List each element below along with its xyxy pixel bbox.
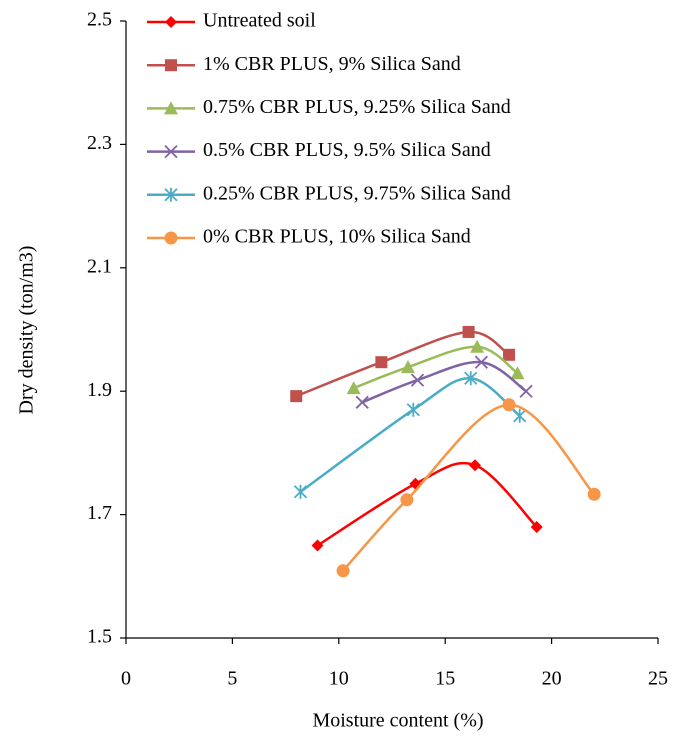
marker (502, 398, 516, 412)
marker (311, 539, 324, 552)
x-tick-label: 5 (227, 668, 237, 690)
series-line (353, 345, 519, 390)
marker (400, 493, 414, 507)
marker (336, 564, 350, 578)
y-axis-label: Dry density (ton/m3) (16, 246, 38, 415)
legend-label: 0.25% CBR PLUS, 9.75% Silica Sand (203, 182, 511, 204)
y-tick-label: 2.1 (87, 255, 112, 277)
marker (293, 484, 308, 499)
x-tick-label: 25 (648, 668, 668, 690)
marker (164, 231, 178, 245)
marker (468, 459, 481, 472)
marker (290, 390, 303, 403)
marker (462, 325, 475, 338)
marker (474, 355, 489, 369)
marker (587, 487, 601, 501)
series-line (316, 461, 538, 547)
y-tick-label: 1.5 (87, 626, 112, 648)
marker (410, 373, 425, 387)
legend-label: 0.75% CBR PLUS, 9.25% Silica Sand (203, 96, 511, 118)
marker (464, 371, 478, 386)
y-tick-label: 1.7 (87, 502, 112, 524)
marker (503, 348, 516, 361)
legend-label: Untreated soil (203, 10, 316, 32)
marker (519, 384, 533, 398)
y-tick-label: 1.9 (87, 379, 112, 401)
marker (470, 339, 485, 353)
marker (375, 356, 388, 369)
legend-label: 0% CBR PLUS, 10% Silica Sand (203, 226, 471, 248)
series-line (361, 360, 527, 404)
marker (355, 395, 369, 409)
marker (409, 477, 422, 490)
marker (400, 360, 415, 374)
y-tick-label: 2.3 (87, 132, 112, 154)
marker (406, 402, 420, 417)
marker (164, 187, 178, 202)
marker (530, 520, 543, 533)
marker (165, 16, 177, 28)
x-axis-label: Moisture content (%) (312, 710, 483, 732)
x-tick-label: 0 (121, 668, 131, 690)
x-tick-label: 15 (435, 668, 455, 690)
marker (510, 366, 525, 380)
marker (165, 59, 177, 72)
marker (513, 408, 527, 423)
legend-label: 1% CBR PLUS, 9% Silica Sand (203, 53, 461, 75)
x-tick-label: 20 (542, 668, 562, 690)
series-line (295, 330, 510, 398)
series-line (299, 376, 521, 493)
y-tick-label: 2.5 (87, 9, 112, 31)
marker (346, 381, 361, 395)
marker (164, 144, 178, 159)
legend-label: 0.5% CBR PLUS, 9.5% Silica Sand (203, 139, 491, 161)
x-tick-label: 10 (329, 668, 349, 690)
series-line (342, 403, 596, 572)
marker (164, 101, 178, 115)
